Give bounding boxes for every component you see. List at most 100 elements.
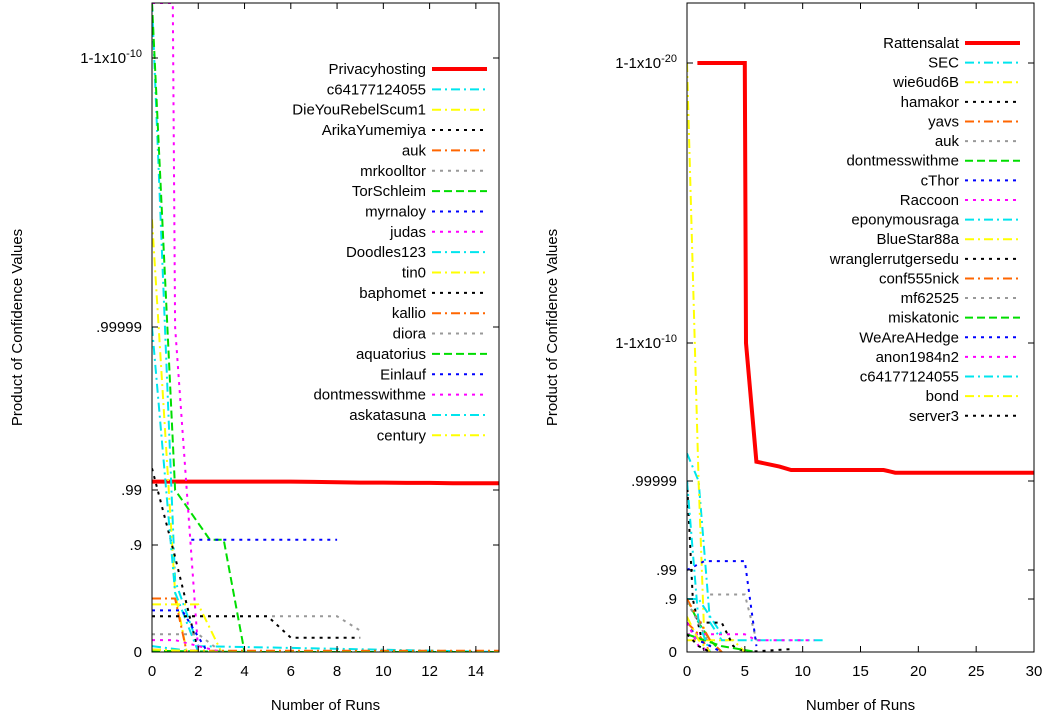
chart-1-y-tick-label-1: 1-1x10-10 xyxy=(615,333,677,352)
chart-0-legend-label-18: century xyxy=(377,427,427,444)
chart-0-series-line-16 xyxy=(152,639,222,652)
chart-0-legend-label-16: dontmesswithme xyxy=(313,387,426,404)
chart-1-series-line-7 xyxy=(687,560,758,647)
chart-1-y-tick-label-4: .9 xyxy=(664,591,677,608)
chart-0-y-tick-label-2: .99 xyxy=(121,482,142,499)
chart-0-x-axis-title: Number of Runs xyxy=(271,697,380,714)
chart-0-legend-label-9: Doodles123 xyxy=(346,244,426,261)
chart-1-legend-label-15: WeAreAHedge xyxy=(859,329,959,346)
chart-0-legend-label-1: c64177124055 xyxy=(327,81,426,98)
chart-0-legend: Privacyhosting c64177124055 DieYouRebelScu… xyxy=(292,61,487,444)
chart-0-series-line-5 xyxy=(152,615,361,632)
chart-0-legend-label-15: Einlauf xyxy=(380,366,427,383)
chart-0-y-tick-label-1: .99999 xyxy=(96,319,142,336)
chart-1-legend-label-19: server3 xyxy=(909,408,959,425)
chart-0-legend-label-3: ArikaYumemiya xyxy=(322,122,427,139)
chart-1-series-line-8 xyxy=(687,633,815,642)
chart-1-y-tick-label-0: 1-1x10-20 xyxy=(615,53,677,72)
chart-1-series-line-18 xyxy=(687,616,711,652)
chart-1-x-tick-label-6: 30 xyxy=(1026,663,1043,680)
chart-1-legend-label-18: bond xyxy=(926,388,959,405)
chart-1-legend-label-0: Rattensalat xyxy=(883,35,960,52)
chart-0-legend-label-6: TorSchleim xyxy=(352,183,426,200)
right-chart-panel: 0 5 10 15 20 25 30 1-1x10-20 1-1x10-10 .99999 .99.… xyxy=(544,2,1043,714)
chart-0-y-axis-title: Product of Confidence Values xyxy=(9,229,26,426)
chart-0-legend-label-8: judas xyxy=(389,224,426,241)
chart-1-x-tick-label-4: 20 xyxy=(910,663,927,680)
chart-0-legend-label-0: Privacyhosting xyxy=(328,61,426,78)
chart-1-legend-label-8: Raccoon xyxy=(900,192,959,209)
chart-1-y-tick-label-2: .99999 xyxy=(631,473,677,490)
chart-1-series-line-4 xyxy=(687,621,711,652)
chart-1-legend-label-4: yavs xyxy=(928,113,959,130)
chart-1-legend-label-14: miskatonic xyxy=(888,310,959,327)
chart-1-legend-label-2: wie6ud6B xyxy=(892,74,959,91)
chart-1-legend-label-6: dontmesswithme xyxy=(846,153,959,170)
chart-1-legend-label-13: mf62525 xyxy=(901,290,959,307)
chart-0-y-tick-label-0: 1-1x10-10 xyxy=(80,48,142,67)
chart-1-plot-frame xyxy=(686,2,1035,653)
chart-0-legend-label-7: myrnaloy xyxy=(365,203,426,220)
chart-1-series-line-13 xyxy=(687,601,711,647)
chart-1-x-axis-title: Number of Runs xyxy=(806,697,915,714)
chart-0-series-line-14 xyxy=(152,649,499,652)
chart-1-y-tick-label-3: .99 xyxy=(656,562,677,579)
chart-0-legend-label-12: kallio xyxy=(392,305,426,322)
chart-0-x-tick-label-5: 10 xyxy=(375,663,392,680)
chart-1-series-line-11 xyxy=(698,621,792,652)
chart-0-legend-label-5: mrkoolltor xyxy=(360,163,426,180)
chart-1-y-axis-title: Product of Confidence Values xyxy=(544,229,561,426)
chart-0-series-line-13 xyxy=(152,633,223,652)
chart-1-legend-label-12: conf555nick xyxy=(879,270,960,287)
chart-1-legend-label-3: hamakor xyxy=(901,94,959,111)
chart-1-x-tick-label-2: 10 xyxy=(794,663,811,680)
chart-0-series-line-9 xyxy=(152,326,200,652)
chart-0-series-line-10 xyxy=(152,603,223,652)
chart-0-x-tick-label-3: 6 xyxy=(287,663,295,680)
chart-1-series-line-5 xyxy=(710,593,758,641)
chart-1-legend-label-11: wranglerrutgersedu xyxy=(829,251,959,268)
chart-1-series-line-19 xyxy=(687,633,711,652)
chart-0-legend-label-11: baphomet xyxy=(359,285,427,302)
chart-0-series-line-6 xyxy=(152,3,246,652)
chart-1-series-line-10 xyxy=(687,639,746,652)
chart-0-y-tick-label-4: 0 xyxy=(134,644,142,661)
chart-0-legend-label-17: askatasuna xyxy=(349,407,426,424)
chart-1-legend-label-5: auk xyxy=(935,133,960,150)
chart-0-x-tick-label-1: 2 xyxy=(194,663,202,680)
chart-0-x-tick-label-0: 0 xyxy=(148,663,156,680)
chart-1-x-tick-label-5: 25 xyxy=(968,663,985,680)
chart-0-series-line-15 xyxy=(152,609,209,652)
chart-1-legend-label-17: c64177124055 xyxy=(860,369,959,386)
chart-0-series-line-1 xyxy=(152,3,499,652)
chart-1-series-line-1 xyxy=(687,453,826,642)
chart-0-legend-label-2: DieYouRebelScum1 xyxy=(292,102,426,119)
chart-1-x-tick-label-3: 15 xyxy=(852,663,869,680)
chart-1-legend: Rattensalat SEC wie6ud6B hamakor yavs auk dont… xyxy=(829,35,1020,425)
chart-0-legend-label-4: auk xyxy=(402,142,427,159)
chart-0-series-line-4 xyxy=(152,597,188,652)
chart-1-legend-label-7: cThor xyxy=(921,172,959,189)
chart-0-x-tick-label-6: 12 xyxy=(421,663,438,680)
chart-0-x-tick-label-7: 14 xyxy=(468,663,485,680)
chart-1-legend-label-16: anon1984n2 xyxy=(876,349,959,366)
chart-0-x-tick-label-2: 4 xyxy=(240,663,248,680)
chart-1-y-tick-label-5: 0 xyxy=(669,644,677,661)
chart-0-x-tick-label-4: 8 xyxy=(333,663,341,680)
chart-1-legend-label-1: SEC xyxy=(928,55,959,72)
chart-0-y-tick-label-3: .9 xyxy=(129,537,142,554)
chart-0-series-line-11 xyxy=(152,615,361,639)
chart-1-series-line-2 xyxy=(687,62,706,641)
chart-1-legend-label-10: BlueStar88a xyxy=(876,231,959,248)
chart-1-series-line-0 xyxy=(697,61,1034,475)
chart-0-plot-frame xyxy=(151,2,500,653)
chart-0-series-line-18 xyxy=(152,648,499,652)
chart-0-legend-label-13: diora xyxy=(393,326,427,343)
chart-1-x-tick-label-1: 5 xyxy=(741,663,749,680)
chart-1-legend-label-9: eponymousraga xyxy=(851,212,959,229)
chart-0-legend-label-10: tin0 xyxy=(402,265,426,282)
chart-0-legend-label-14: aquatorius xyxy=(356,346,426,363)
left-chart-panel: 0 2 4 6 8 10 12 14 1-1x10-10 .99999 .99 .9 0 Number o… xyxy=(9,2,500,714)
chart-0-series-line-0 xyxy=(152,479,499,486)
